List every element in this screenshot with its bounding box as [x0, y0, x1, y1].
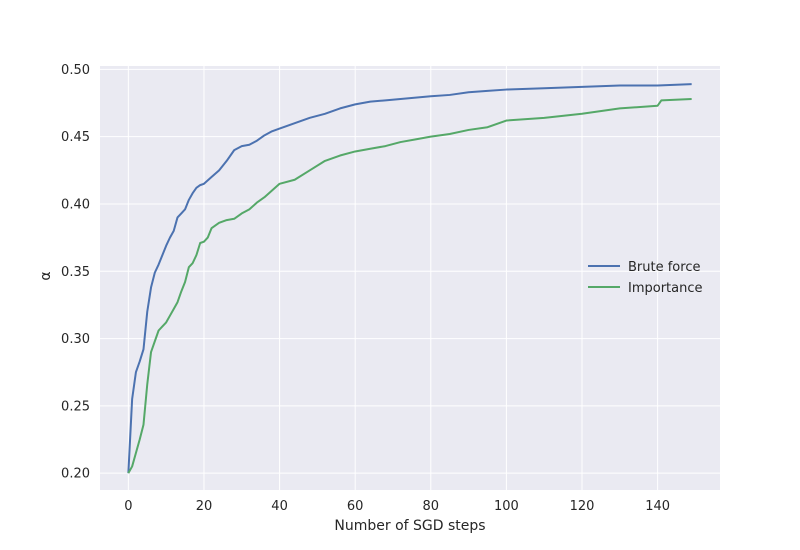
legend-label-brute-force: Brute force [628, 260, 700, 275]
x-tick-label: 140 [645, 499, 670, 514]
x-tick-label: 60 [347, 499, 364, 514]
y-tick-label: 0.45 [61, 130, 90, 145]
series-lines [127, 83, 692, 474]
x-axis-label: Number of SGD steps [334, 518, 485, 534]
y-tick-label: 0.20 [61, 467, 90, 482]
grid [100, 66, 720, 490]
series-line-importance [127, 97, 692, 474]
x-tick-label: 0 [124, 499, 132, 514]
y-axis-label: α [38, 271, 54, 280]
x-tick-labels: 0 20 40 60 80 100 120 140 [124, 499, 670, 514]
y-tick-label: 0.50 [61, 63, 90, 78]
legend: Brute force Importance [588, 260, 703, 296]
x-tick-label: 120 [570, 499, 595, 514]
x-tick-label: 100 [494, 499, 519, 514]
y-tick-labels: 0.20 0.25 0.30 0.35 0.40 0.45 0.50 [61, 63, 90, 482]
y-tick-label: 0.30 [61, 332, 90, 347]
series-line-brute-force [127, 83, 692, 474]
legend-label-importance: Importance [628, 281, 703, 296]
x-tick-label: 40 [271, 499, 288, 514]
y-tick-label: 0.35 [61, 265, 90, 280]
x-tick-label: 80 [423, 499, 440, 514]
y-tick-label: 0.40 [61, 197, 90, 212]
plot-background [100, 66, 720, 490]
y-tick-label: 0.25 [61, 399, 90, 414]
x-tick-label: 20 [196, 499, 213, 514]
